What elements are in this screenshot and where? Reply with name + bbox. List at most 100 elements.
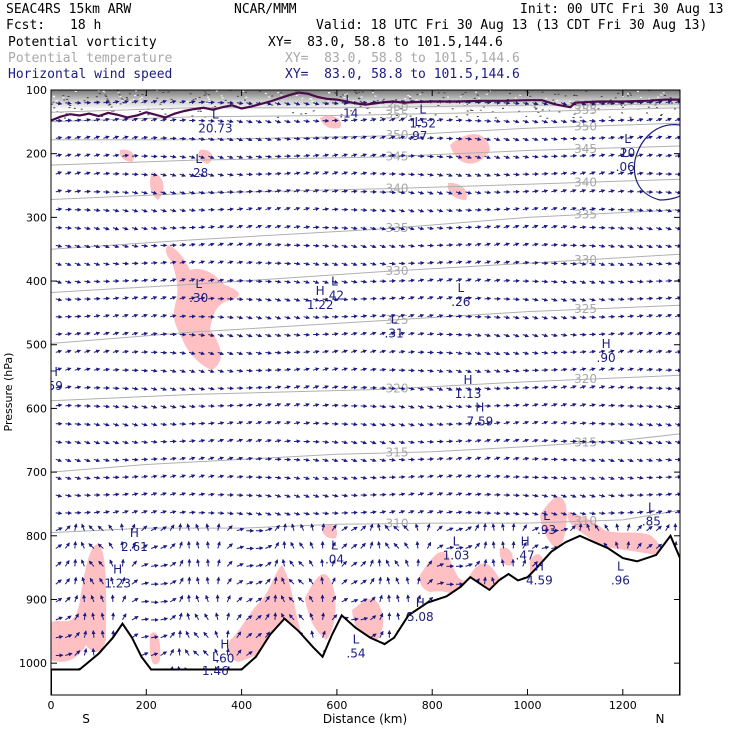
stipple-dot	[236, 95, 239, 97]
stipple-dot	[67, 96, 70, 97]
wind-arrow	[236, 278, 244, 283]
stipple-dot	[127, 102, 129, 104]
extremum-value: 1.23	[104, 576, 131, 590]
stipple-dot	[354, 91, 357, 93]
wind-arrow	[293, 189, 301, 193]
wind-arrow	[151, 136, 158, 140]
wind-arrow	[417, 117, 425, 122]
stipple-dot	[564, 95, 567, 97]
stipple-dot	[126, 115, 129, 117]
wind-arrow	[208, 190, 215, 195]
wind-arrow	[122, 135, 129, 140]
extremum-value: .59	[44, 379, 63, 393]
stipple-dot	[112, 110, 115, 112]
wind-arrow	[455, 242, 463, 247]
stipple-dot	[358, 98, 361, 100]
stipple-dot	[134, 95, 137, 97]
wind-arrow	[398, 278, 406, 283]
wind-arrow	[446, 190, 453, 195]
wind-arrow	[532, 260, 539, 265]
extremum-high-marker: H	[130, 526, 139, 540]
wind-arrow	[398, 226, 406, 231]
wind-arrow	[427, 190, 434, 195]
stipple-dot	[204, 91, 207, 93]
wind-arrow	[150, 190, 158, 195]
wind-arrow	[511, 523, 516, 531]
wind-arrow	[255, 242, 263, 247]
theta-contour-label: 350	[386, 128, 409, 142]
wind-arrow	[646, 117, 654, 122]
wind-arrow	[377, 558, 382, 567]
wind-arrow	[122, 153, 130, 158]
stipple-dot	[532, 103, 534, 105]
wind-arrow	[494, 119, 501, 124]
stipple-dot	[52, 101, 55, 103]
wind-arrow	[398, 190, 406, 195]
wind-arrow	[227, 155, 234, 159]
wind-arrow	[179, 190, 186, 195]
wind-arrow	[284, 101, 291, 106]
wind-arrow	[84, 493, 91, 498]
stipple-dot	[392, 108, 395, 110]
stipple-dot	[334, 92, 337, 94]
stipple-dot	[395, 99, 398, 101]
wind-arrow	[570, 153, 578, 158]
stipple-dot	[117, 103, 119, 105]
wind-arrow	[465, 155, 472, 159]
stipple-dot	[382, 98, 385, 100]
extremum-value: 1.46	[202, 664, 229, 678]
stipple-dot	[546, 117, 549, 119]
wind-arrow	[217, 224, 225, 229]
stipple-dot	[518, 110, 521, 112]
wind-arrow	[589, 421, 597, 426]
wind-arrow	[522, 119, 530, 124]
theta-contour-325	[51, 304, 680, 344]
stipple-dot	[118, 94, 121, 96]
wind-arrow	[541, 206, 549, 211]
wind-arrow	[322, 315, 330, 320]
wind-arrow	[416, 558, 421, 567]
wind-arrow	[274, 350, 282, 355]
wind-arrow	[532, 101, 539, 106]
stipple-dot	[670, 108, 673, 110]
wind-arrow	[436, 154, 444, 159]
stipple-dot	[657, 96, 659, 98]
wind-arrow	[551, 206, 558, 211]
stipple-dot	[629, 116, 632, 118]
wind-arrow	[598, 332, 606, 337]
wind-arrow	[579, 119, 587, 124]
stipple-dot	[671, 102, 673, 104]
stipple-dot	[214, 106, 217, 108]
stipple-dot	[208, 101, 211, 103]
wind-arrow	[131, 244, 139, 248]
wind-arrow	[160, 172, 168, 177]
stipple-dot	[105, 95, 108, 97]
wind-arrow	[198, 404, 206, 409]
wind-arrow	[313, 118, 320, 123]
wind-arrow	[656, 244, 663, 249]
wind-arrow	[284, 171, 292, 176]
wind-arrow	[513, 260, 520, 265]
stipple-dot	[339, 117, 342, 119]
wind-arrow	[112, 100, 120, 105]
pv-blob	[305, 574, 336, 640]
wind-arrow	[246, 101, 253, 106]
stipple-dot	[674, 108, 676, 110]
stipple-dot	[531, 101, 533, 103]
wind-arrow	[503, 172, 511, 177]
wind-arrow	[598, 136, 606, 140]
wind-arrow	[65, 262, 72, 267]
wind-arrow	[227, 260, 234, 265]
wind-arrow	[341, 153, 348, 158]
wind-arrow	[341, 118, 349, 123]
wind-arrow	[627, 493, 635, 498]
wind-arrow	[112, 386, 120, 391]
wind-arrow	[551, 367, 558, 372]
wind-arrow	[198, 155, 206, 159]
wind-arrow	[379, 492, 387, 497]
wind-arrow	[141, 350, 149, 355]
wind-arrow	[389, 261, 396, 266]
stipple-dot	[193, 105, 196, 107]
wind-arrow	[636, 244, 644, 249]
